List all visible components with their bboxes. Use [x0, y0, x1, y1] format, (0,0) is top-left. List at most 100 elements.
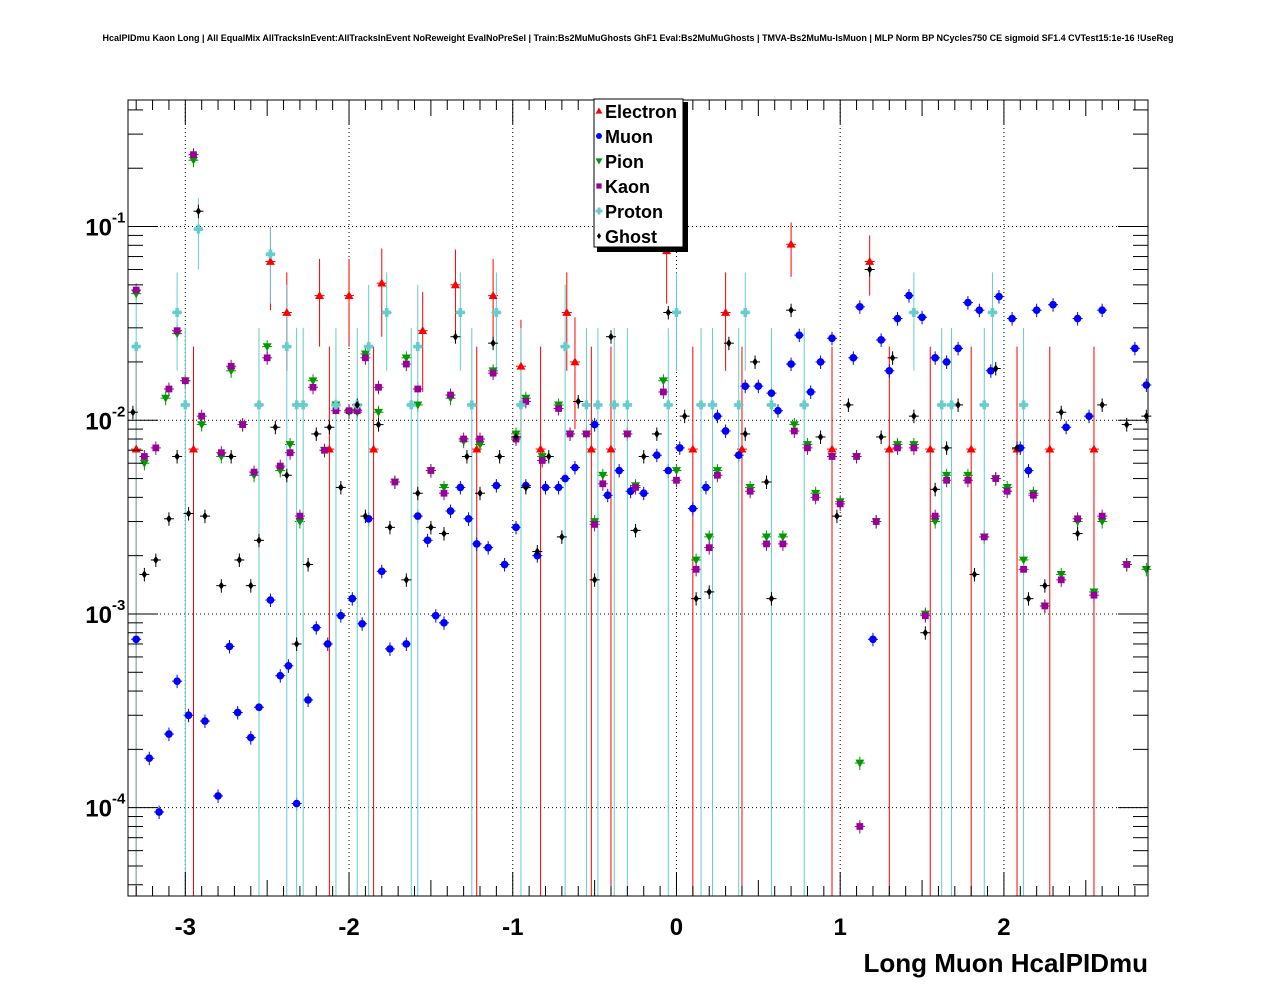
muon-point	[155, 808, 163, 816]
ghost-point	[130, 408, 136, 417]
kaon-point	[1057, 576, 1065, 584]
kaon-point	[538, 457, 546, 464]
electron-point	[586, 444, 596, 453]
ghost-point	[174, 452, 180, 461]
muon-point	[201, 717, 209, 725]
proton-point	[455, 307, 465, 317]
pion-point	[475, 441, 485, 449]
ghost-point	[1042, 581, 1048, 590]
pion-point	[188, 156, 198, 165]
muon-point	[554, 483, 563, 492]
kaon-point	[623, 430, 631, 438]
pion-point	[963, 471, 973, 480]
kaon-point	[489, 369, 497, 377]
kaon-point	[980, 533, 988, 541]
proton-point	[734, 400, 744, 410]
muon-point	[721, 427, 730, 435]
kaon-point	[790, 427, 798, 435]
ghost-point	[464, 452, 470, 461]
electron-point	[282, 307, 292, 316]
proton-point	[1019, 400, 1029, 410]
proton-point	[663, 400, 673, 410]
proton-point	[382, 307, 392, 317]
ghost-point	[441, 529, 447, 538]
y-tick-label-exponent: -3	[112, 597, 125, 614]
kaon-point	[440, 489, 448, 497]
proton-point	[265, 249, 275, 259]
ghost-point	[496, 452, 503, 461]
proton-point	[516, 400, 526, 410]
ghost-point	[591, 575, 598, 584]
ghost-point	[993, 364, 999, 373]
ghost-point	[218, 581, 225, 590]
pion-point	[778, 533, 788, 542]
proton-point	[979, 400, 989, 410]
pion-point	[855, 759, 865, 768]
electron-point	[369, 444, 379, 453]
y-axis-tick-labels: 10-410-310-210-1	[85, 210, 126, 823]
pion-point	[811, 489, 821, 498]
electron-point	[315, 291, 325, 299]
muon-point	[1024, 466, 1033, 475]
muon-point	[828, 334, 836, 343]
muon-point	[689, 504, 697, 513]
kaon-point	[152, 444, 160, 452]
kaon-point	[853, 453, 860, 460]
proton-point	[292, 400, 302, 410]
proton-point	[581, 400, 591, 410]
muon-point	[145, 754, 154, 763]
muon-point	[255, 703, 263, 712]
ghost-point	[477, 489, 483, 498]
legend-box	[593, 98, 684, 248]
muon-point	[246, 733, 255, 742]
pion-point	[1056, 571, 1066, 579]
ghost-point	[403, 575, 410, 584]
muon-point	[869, 635, 877, 644]
muon-point	[1008, 314, 1016, 323]
proton-point	[331, 400, 341, 410]
ghost-point	[305, 560, 311, 569]
muon-point	[885, 366, 894, 375]
kaon-point	[660, 388, 667, 396]
kaon-point	[414, 385, 422, 393]
ghost-point	[185, 509, 192, 518]
muon-point	[266, 596, 275, 604]
muon-point	[877, 336, 885, 344]
electron-point	[721, 307, 731, 316]
kaon-point	[402, 360, 410, 368]
legend-muon-marker	[596, 133, 602, 139]
legend-kaon-marker	[596, 183, 602, 189]
muon-point	[402, 640, 411, 648]
ghost-point	[202, 512, 208, 521]
kaon-point	[345, 407, 353, 415]
ghost-point	[559, 532, 565, 541]
ghost-point	[693, 594, 699, 603]
ghost-point	[1099, 400, 1105, 409]
muon-point	[472, 540, 481, 548]
pion-point	[139, 459, 149, 468]
kaon-point	[132, 286, 140, 294]
muon-point	[284, 661, 293, 670]
y-tick-label-exponent: -1	[112, 210, 125, 227]
proton-point	[740, 307, 750, 317]
ghost-point	[768, 594, 775, 603]
y-tick-label-exponent: -2	[112, 403, 125, 420]
ghost-point	[546, 452, 552, 461]
pion-point	[930, 518, 940, 527]
proton-point	[947, 400, 957, 410]
muon-point	[541, 483, 550, 492]
y-tick-label-exponent: -4	[112, 791, 126, 808]
electron-point	[131, 444, 141, 453]
proton-point	[609, 400, 619, 410]
kaon-point	[828, 453, 836, 460]
electron-point	[488, 291, 498, 299]
electron-point	[344, 291, 354, 299]
x-tick-label: 2	[997, 914, 1010, 941]
proton-point	[987, 307, 997, 317]
ghost-point	[971, 570, 978, 579]
x-tick-label: -3	[175, 914, 196, 941]
electron-point	[827, 444, 837, 453]
muon-point	[734, 451, 743, 460]
muon-point	[954, 344, 962, 353]
electron-point	[562, 307, 572, 316]
